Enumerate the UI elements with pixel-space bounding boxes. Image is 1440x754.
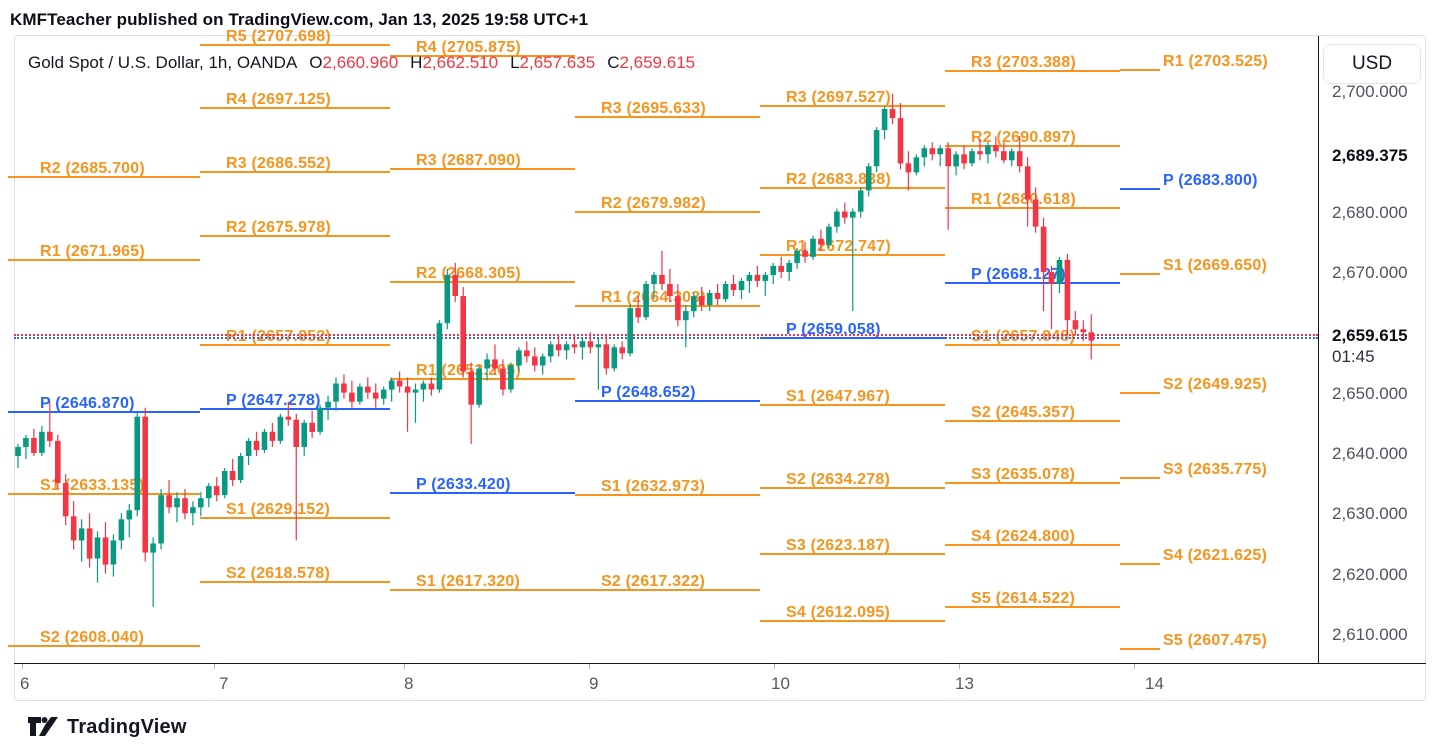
ohlc-key: H bbox=[410, 53, 423, 72]
ohlc-value: 2,657.635 bbox=[519, 53, 596, 72]
time-axis[interactable]: 6 7 8 9 10 13 14 bbox=[14, 664, 1318, 700]
price-tick: 2,659.615 bbox=[1332, 325, 1408, 345]
price-tick: 2,670.000 bbox=[1332, 262, 1408, 282]
price-tick: 2,610.000 bbox=[1332, 625, 1408, 644]
price-tick: 2,689.375 bbox=[1332, 146, 1408, 165]
price-tick: 2,650.000 bbox=[1332, 383, 1408, 403]
tradingview-logo-text[interactable]: TradingView bbox=[67, 715, 187, 738]
time-tick-mark bbox=[214, 664, 215, 669]
price-tick: 2,630.000 bbox=[1332, 504, 1408, 524]
ohlc-value: 2,662.510 bbox=[422, 53, 499, 72]
time-tick: 9 bbox=[589, 674, 599, 693]
published-attribution: KMFTeacher published on TradingView.com,… bbox=[10, 10, 589, 29]
price-tick: 2,680.000 bbox=[1332, 202, 1408, 222]
bar-countdown: 01:45 bbox=[1332, 346, 1375, 366]
time-tick-mark bbox=[404, 664, 405, 669]
time-tick: 13 bbox=[955, 674, 974, 693]
price-tick: 2,700.000 bbox=[1332, 81, 1408, 101]
time-tick-mark bbox=[589, 664, 590, 669]
time-axis-separator bbox=[14, 663, 1426, 664]
chart-card bbox=[14, 35, 1426, 701]
time-tick-mark bbox=[959, 664, 960, 669]
ohlc-values: O2,660.960 H2,662.510 L2,657.635 C2,659.615 bbox=[297, 53, 695, 72]
currency-toggle-button[interactable]: USD bbox=[1323, 44, 1421, 84]
time-tick: 7 bbox=[219, 674, 229, 693]
time-tick: 10 bbox=[771, 674, 790, 693]
tradingview-footer: TradingView bbox=[28, 712, 187, 742]
time-tick: 8 bbox=[404, 674, 414, 693]
price-axis[interactable]: USD 2,700.000 2,689.375 2,680.000 2,670.000… bbox=[1319, 36, 1425, 663]
price-tick: 2,620.000 bbox=[1332, 564, 1408, 584]
price-axis-separator bbox=[1318, 36, 1319, 663]
ohlc-key: O bbox=[309, 53, 323, 72]
time-tick-mark bbox=[22, 664, 23, 669]
time-tick: 14 bbox=[1145, 674, 1164, 693]
time-tick: 6 bbox=[20, 674, 30, 693]
ohlc-value: 2,659.615 bbox=[619, 53, 696, 72]
symbol-title-row: Gold Spot / U.S. Dollar, 1h, OANDA O2,660… bbox=[28, 53, 695, 73]
symbol-title[interactable]: Gold Spot / U.S. Dollar, 1h, OANDA bbox=[28, 53, 298, 72]
ohlc-value: 2,660.960 bbox=[322, 53, 399, 72]
time-tick-mark bbox=[774, 664, 775, 669]
ohlc-key: L bbox=[510, 53, 520, 72]
price-tick: 2,640.000 bbox=[1332, 443, 1408, 463]
ohlc-key: C bbox=[607, 53, 620, 72]
tradingview-logo-icon[interactable] bbox=[28, 714, 58, 740]
time-tick-mark bbox=[1134, 664, 1135, 669]
